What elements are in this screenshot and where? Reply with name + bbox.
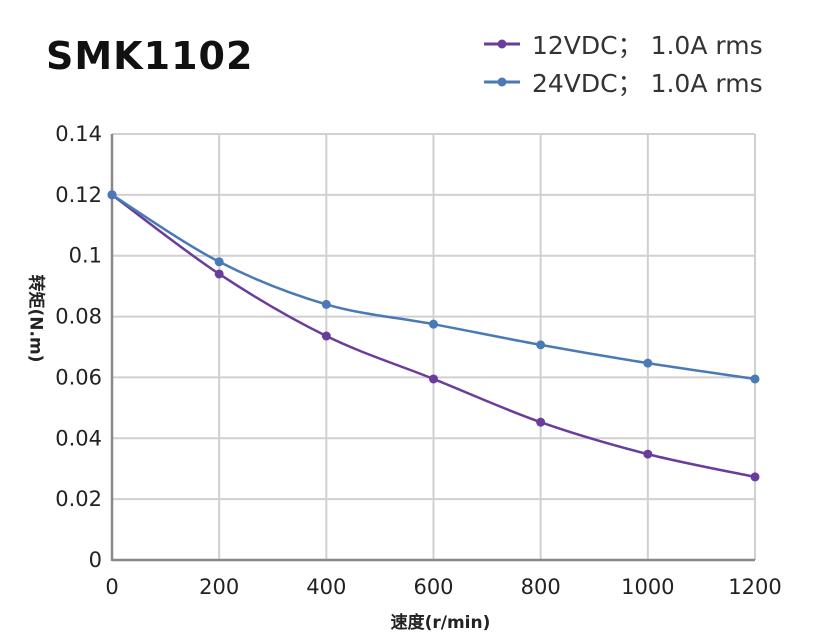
- y-axis-label: 转矩(N.m): [25, 274, 46, 363]
- x-tick-label: 600: [413, 575, 453, 599]
- legend-label: 12VDC； 1.0A rms: [532, 31, 763, 60]
- data-point: [643, 449, 653, 459]
- data-point: [643, 358, 653, 368]
- data-point: [214, 257, 224, 267]
- data-point: [429, 374, 438, 384]
- y-tick-label: 0.06: [55, 365, 102, 389]
- y-tick-label: 0: [89, 548, 102, 572]
- y-tick-label: 0.02: [55, 487, 102, 511]
- legend-marker-icon: [484, 77, 520, 87]
- x-tick-label: 800: [521, 575, 561, 599]
- x-tick-label: 200: [199, 575, 239, 599]
- data-point: [214, 269, 224, 279]
- y-tick-label: 0.04: [55, 426, 102, 450]
- x-tick-label: 1000: [621, 575, 674, 599]
- data-point: [750, 472, 760, 482]
- legend-marker-icon: [484, 39, 520, 49]
- data-point: [107, 190, 117, 200]
- data-point: [321, 331, 331, 341]
- x-axis-label: 速度(r/min): [390, 613, 491, 633]
- x-tick-label: 1200: [728, 575, 781, 599]
- y-tick-label: 0.08: [55, 305, 102, 329]
- legend-label: 24VDC； 1.0A rms: [532, 69, 763, 98]
- x-tick-label: 400: [306, 575, 346, 599]
- y-tick-label: 0.14: [55, 122, 102, 146]
- data-point: [429, 319, 438, 329]
- data-point: [750, 374, 760, 384]
- chart-title: SMK1102: [46, 34, 254, 78]
- data-point: [321, 299, 331, 309]
- legend-item-24vdc: 24VDC； 1.0A rms: [482, 64, 763, 100]
- x-tick-label: 0: [105, 575, 118, 599]
- data-point: [536, 417, 546, 427]
- data-point: [536, 340, 546, 350]
- y-tick-label: 0.1: [69, 244, 102, 268]
- y-tick-label: 0.12: [55, 183, 102, 207]
- legend-item-12vdc: 12VDC； 1.0A rms: [482, 26, 763, 62]
